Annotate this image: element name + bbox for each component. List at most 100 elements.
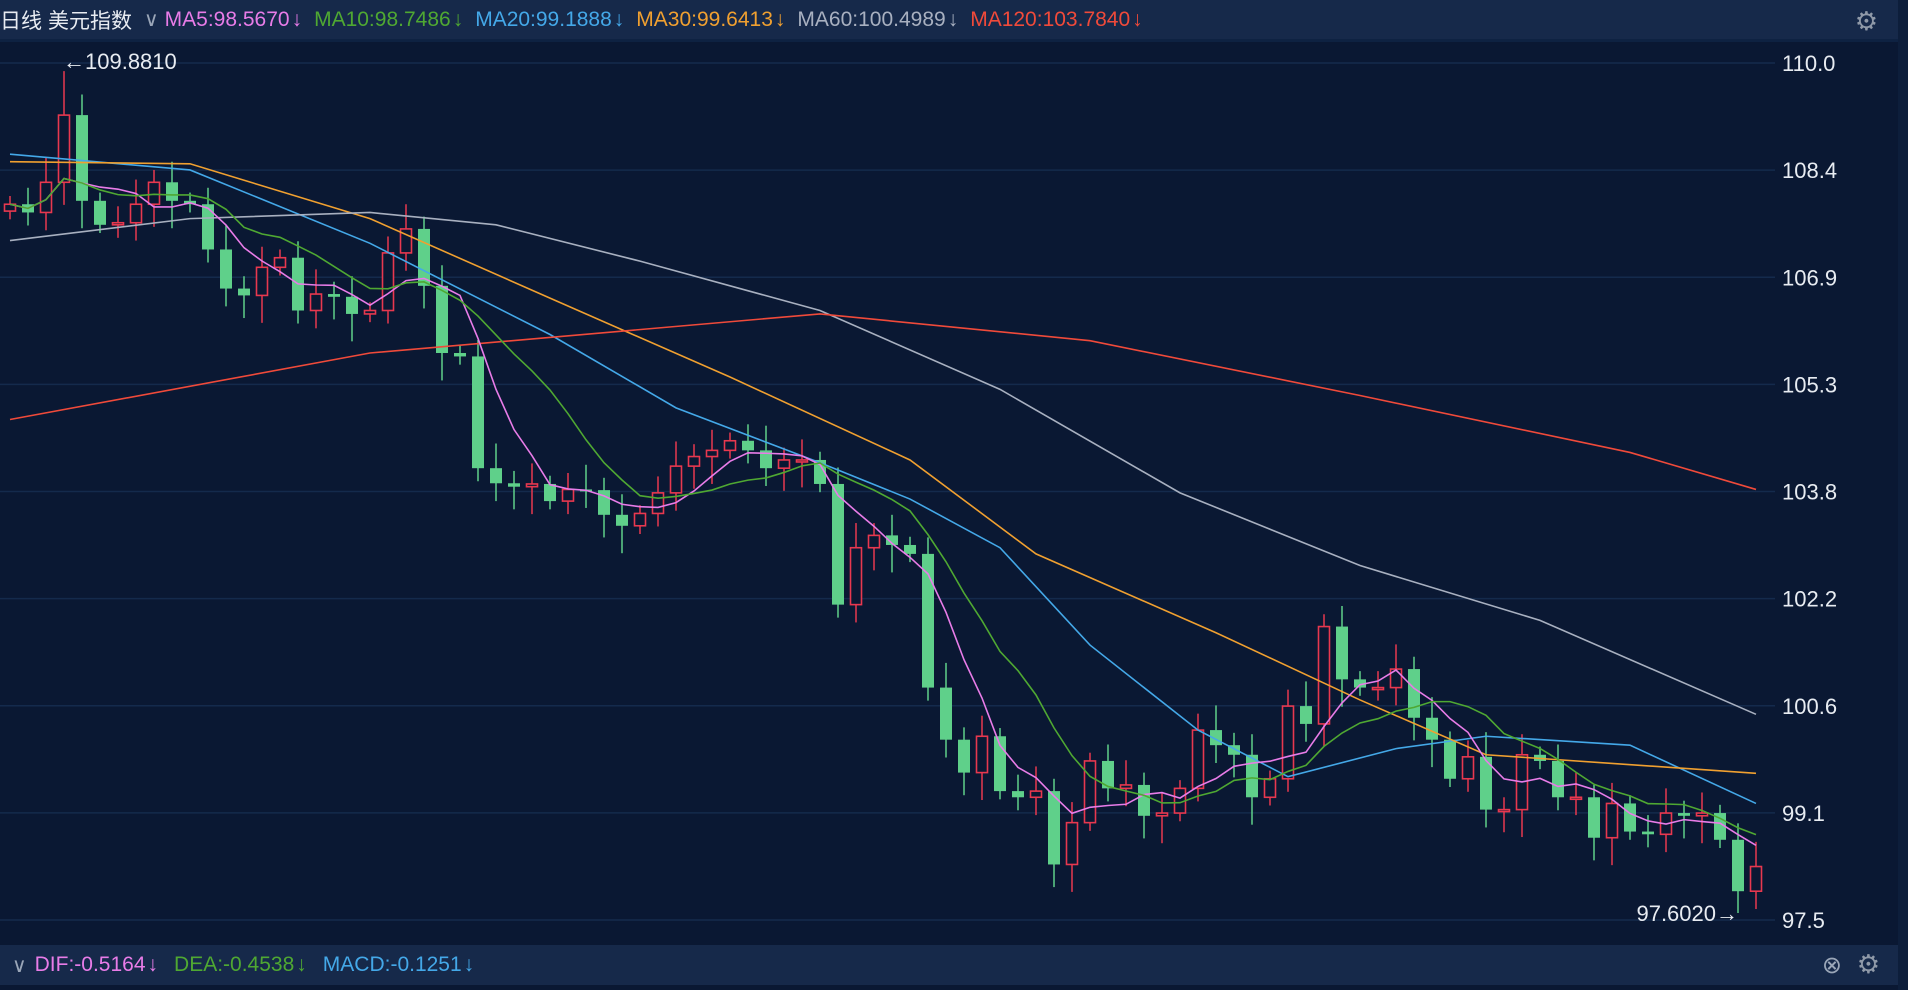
candle-up bbox=[309, 293, 323, 312]
candle-down bbox=[76, 115, 88, 201]
close-circle-icon[interactable]: ⊗ bbox=[1821, 952, 1842, 979]
candle-down bbox=[202, 204, 214, 250]
candle-up bbox=[1569, 796, 1583, 801]
candle-down bbox=[814, 459, 826, 484]
down-arrow-icon: ↓ bbox=[296, 953, 307, 976]
ma10-line bbox=[9, 177, 1757, 836]
candle-up bbox=[111, 221, 125, 226]
ma5-line bbox=[9, 177, 1757, 846]
candle-up bbox=[1461, 756, 1475, 780]
y-tick-label: 108.4 bbox=[1782, 158, 1837, 183]
candle-down bbox=[454, 353, 466, 357]
y-tick-label: 105.3 bbox=[1782, 372, 1837, 397]
down-arrow-icon: ↓ bbox=[291, 7, 303, 31]
candle-up bbox=[1191, 729, 1205, 790]
candle-down bbox=[418, 228, 430, 286]
candle-down bbox=[166, 182, 178, 201]
candle-down bbox=[1102, 760, 1114, 789]
candle-down bbox=[1354, 679, 1366, 688]
legend-item: MA10:98.7486↓ bbox=[314, 8, 469, 31]
candle-down bbox=[1624, 803, 1636, 832]
candle-up bbox=[1695, 812, 1709, 817]
candle-down bbox=[1732, 839, 1744, 892]
legend-value: DEA:-0.4538 bbox=[174, 953, 295, 976]
candle-up bbox=[669, 465, 683, 494]
y-tick-label: 100.6 bbox=[1782, 694, 1837, 719]
legend-item: MA60:100.4989↓ bbox=[797, 8, 964, 31]
candle-up bbox=[399, 228, 413, 254]
legend-value: MA30:99.6413 bbox=[636, 7, 773, 31]
candle-up bbox=[363, 309, 377, 315]
ma20-line bbox=[9, 153, 1757, 805]
candle-up bbox=[723, 439, 737, 452]
candle-down bbox=[94, 200, 106, 225]
candle-down bbox=[1138, 784, 1150, 816]
legend-item: MA30:99.6413↓ bbox=[636, 8, 791, 31]
ma-legend: MA5:98.5670↓ MA10:98.7486↓ MA20:99.1888↓ MA… bbox=[165, 8, 1155, 32]
divider bbox=[0, 39, 1898, 42]
candle-up bbox=[975, 735, 989, 774]
chevron-down-icon[interactable]: ∨ bbox=[144, 9, 159, 31]
y-tick-label: 102.2 bbox=[1782, 587, 1837, 612]
candle-down bbox=[346, 296, 358, 314]
y-tick-label: 99.1 bbox=[1782, 801, 1825, 826]
candle-down bbox=[1588, 797, 1600, 838]
candle-down bbox=[940, 687, 952, 740]
high-price-annotation: ←109.8810 bbox=[63, 49, 177, 74]
candle-down bbox=[1246, 754, 1258, 798]
low-price-annotation: 97.6020→ bbox=[1636, 901, 1738, 926]
candle-up bbox=[651, 492, 665, 515]
instrument-name[interactable]: 美元指数 bbox=[48, 9, 132, 33]
candle-down bbox=[922, 553, 934, 688]
candle-down bbox=[238, 288, 250, 296]
legend-item: MA20:99.1888↓ bbox=[475, 8, 630, 31]
down-arrow-icon: ↓ bbox=[463, 953, 475, 976]
candle-down bbox=[436, 285, 448, 354]
candle-up bbox=[1119, 784, 1133, 790]
candle-up bbox=[525, 483, 539, 488]
candle-down bbox=[1480, 756, 1492, 810]
gear-icon[interactable]: ⚙ bbox=[1854, 6, 1878, 36]
candlestick-chart[interactable]: 110.0 108.4 106.9 105.3 103.8 102.2 100.6 99.1 9… bbox=[0, 42, 1898, 945]
candle-up bbox=[633, 512, 647, 527]
candle-up bbox=[1389, 668, 1403, 689]
candle-down bbox=[328, 294, 340, 297]
down-arrow-icon: ↓ bbox=[947, 7, 959, 31]
y-tick-label: 110.0 bbox=[1782, 51, 1835, 76]
candle-down bbox=[1048, 791, 1060, 865]
candle-up bbox=[1083, 760, 1097, 824]
candle-down bbox=[220, 249, 232, 289]
candle-up bbox=[795, 459, 809, 463]
candle-down bbox=[1300, 706, 1312, 724]
scrollbar[interactable] bbox=[1898, 0, 1908, 990]
candle-down bbox=[1444, 739, 1456, 779]
candle-up bbox=[1029, 790, 1043, 799]
legend-item: MACD:-0.1251↓ bbox=[323, 953, 482, 976]
candle-down bbox=[1642, 831, 1654, 835]
candle-down bbox=[1426, 717, 1438, 740]
candle-down bbox=[490, 468, 502, 484]
down-arrow-icon: ↓ bbox=[774, 7, 786, 31]
ma120-line bbox=[9, 313, 1757, 491]
candle-up bbox=[561, 488, 575, 502]
period-label[interactable]: 日线 bbox=[0, 9, 42, 33]
candle-down bbox=[760, 450, 772, 469]
candle-up bbox=[1749, 865, 1763, 893]
legend-value: MA20:99.1888 bbox=[475, 7, 612, 31]
y-tick-label: 106.9 bbox=[1782, 265, 1837, 290]
candle-down bbox=[544, 483, 556, 502]
candle-up bbox=[147, 181, 161, 206]
candle-up bbox=[273, 256, 287, 269]
candle-up bbox=[1263, 777, 1277, 799]
candle-down bbox=[742, 440, 754, 451]
macd-header: ∨ DIF:-0.5164↓ DEA:-0.4538↓ MACD:-0.1251↓ … bbox=[0, 945, 1898, 985]
legend-value: MACD:-0.1251 bbox=[322, 953, 462, 976]
candle-up bbox=[867, 534, 881, 549]
legend-item: DEA:-0.4538↓ bbox=[174, 953, 315, 976]
chevron-down-icon[interactable]: ∨ bbox=[12, 954, 27, 977]
candle-up bbox=[1371, 686, 1385, 691]
candle-up bbox=[255, 266, 269, 297]
legend-item: DIF:-0.5164↓ bbox=[35, 953, 166, 976]
macd-legend: DIF:-0.5164↓ DEA:-0.4538↓ MACD:-0.1251↓ bbox=[35, 953, 491, 977]
gear-icon[interactable]: ⚙ bbox=[1856, 949, 1880, 979]
